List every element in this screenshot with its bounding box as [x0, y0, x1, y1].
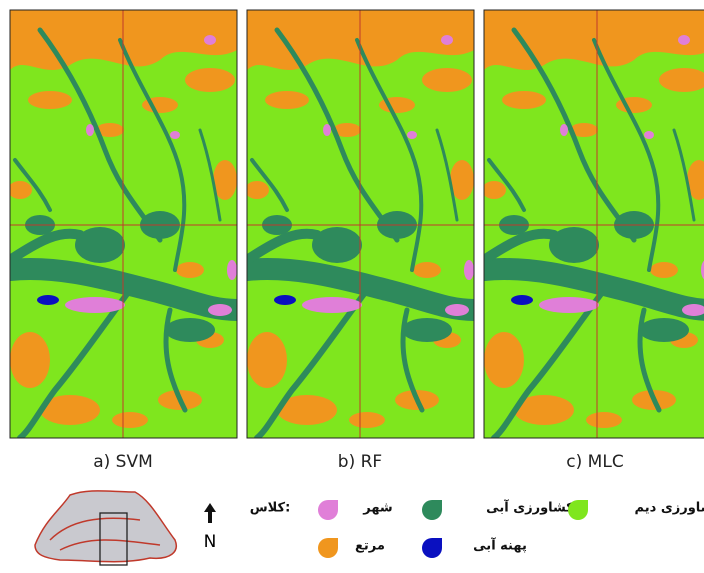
- legend-label: کشاورزی دیم: [635, 501, 704, 516]
- legend-label: کشاورزی آبی: [486, 499, 574, 516]
- legend-title: :کلاس: [250, 501, 291, 516]
- north-arrow: N: [204, 503, 217, 552]
- legend-label: شهر: [362, 501, 392, 516]
- legend-swatch: [318, 538, 338, 558]
- legend-swatch: [422, 500, 442, 520]
- legend-label: پهنه آبی: [473, 537, 527, 554]
- map-panel: [8, 10, 237, 438]
- map-panel: [482, 10, 704, 438]
- panel-caption: c) MLC: [566, 452, 623, 472]
- inset-map: [35, 491, 176, 565]
- page: a) SVM b) RF c) MLC N :کلاس شهر کشاورزی آ…: [0, 0, 704, 573]
- panel-caption: b) RF: [338, 452, 382, 472]
- figure: a) SVM b) RF c) MLC N :کلاس شهر کشاورزی آ…: [0, 0, 704, 573]
- legend-swatch: [568, 500, 588, 520]
- north-label: N: [204, 532, 217, 552]
- map-panel: [245, 10, 474, 438]
- legend-swatch: [422, 538, 442, 558]
- legend: :کلاس شهر کشاورزی آبی کشاورزی دیم مرتع پهنه …: [250, 499, 704, 559]
- legend-swatch: [318, 500, 338, 520]
- panel-caption: a) SVM: [93, 452, 153, 472]
- legend-label: مرتع: [355, 539, 385, 554]
